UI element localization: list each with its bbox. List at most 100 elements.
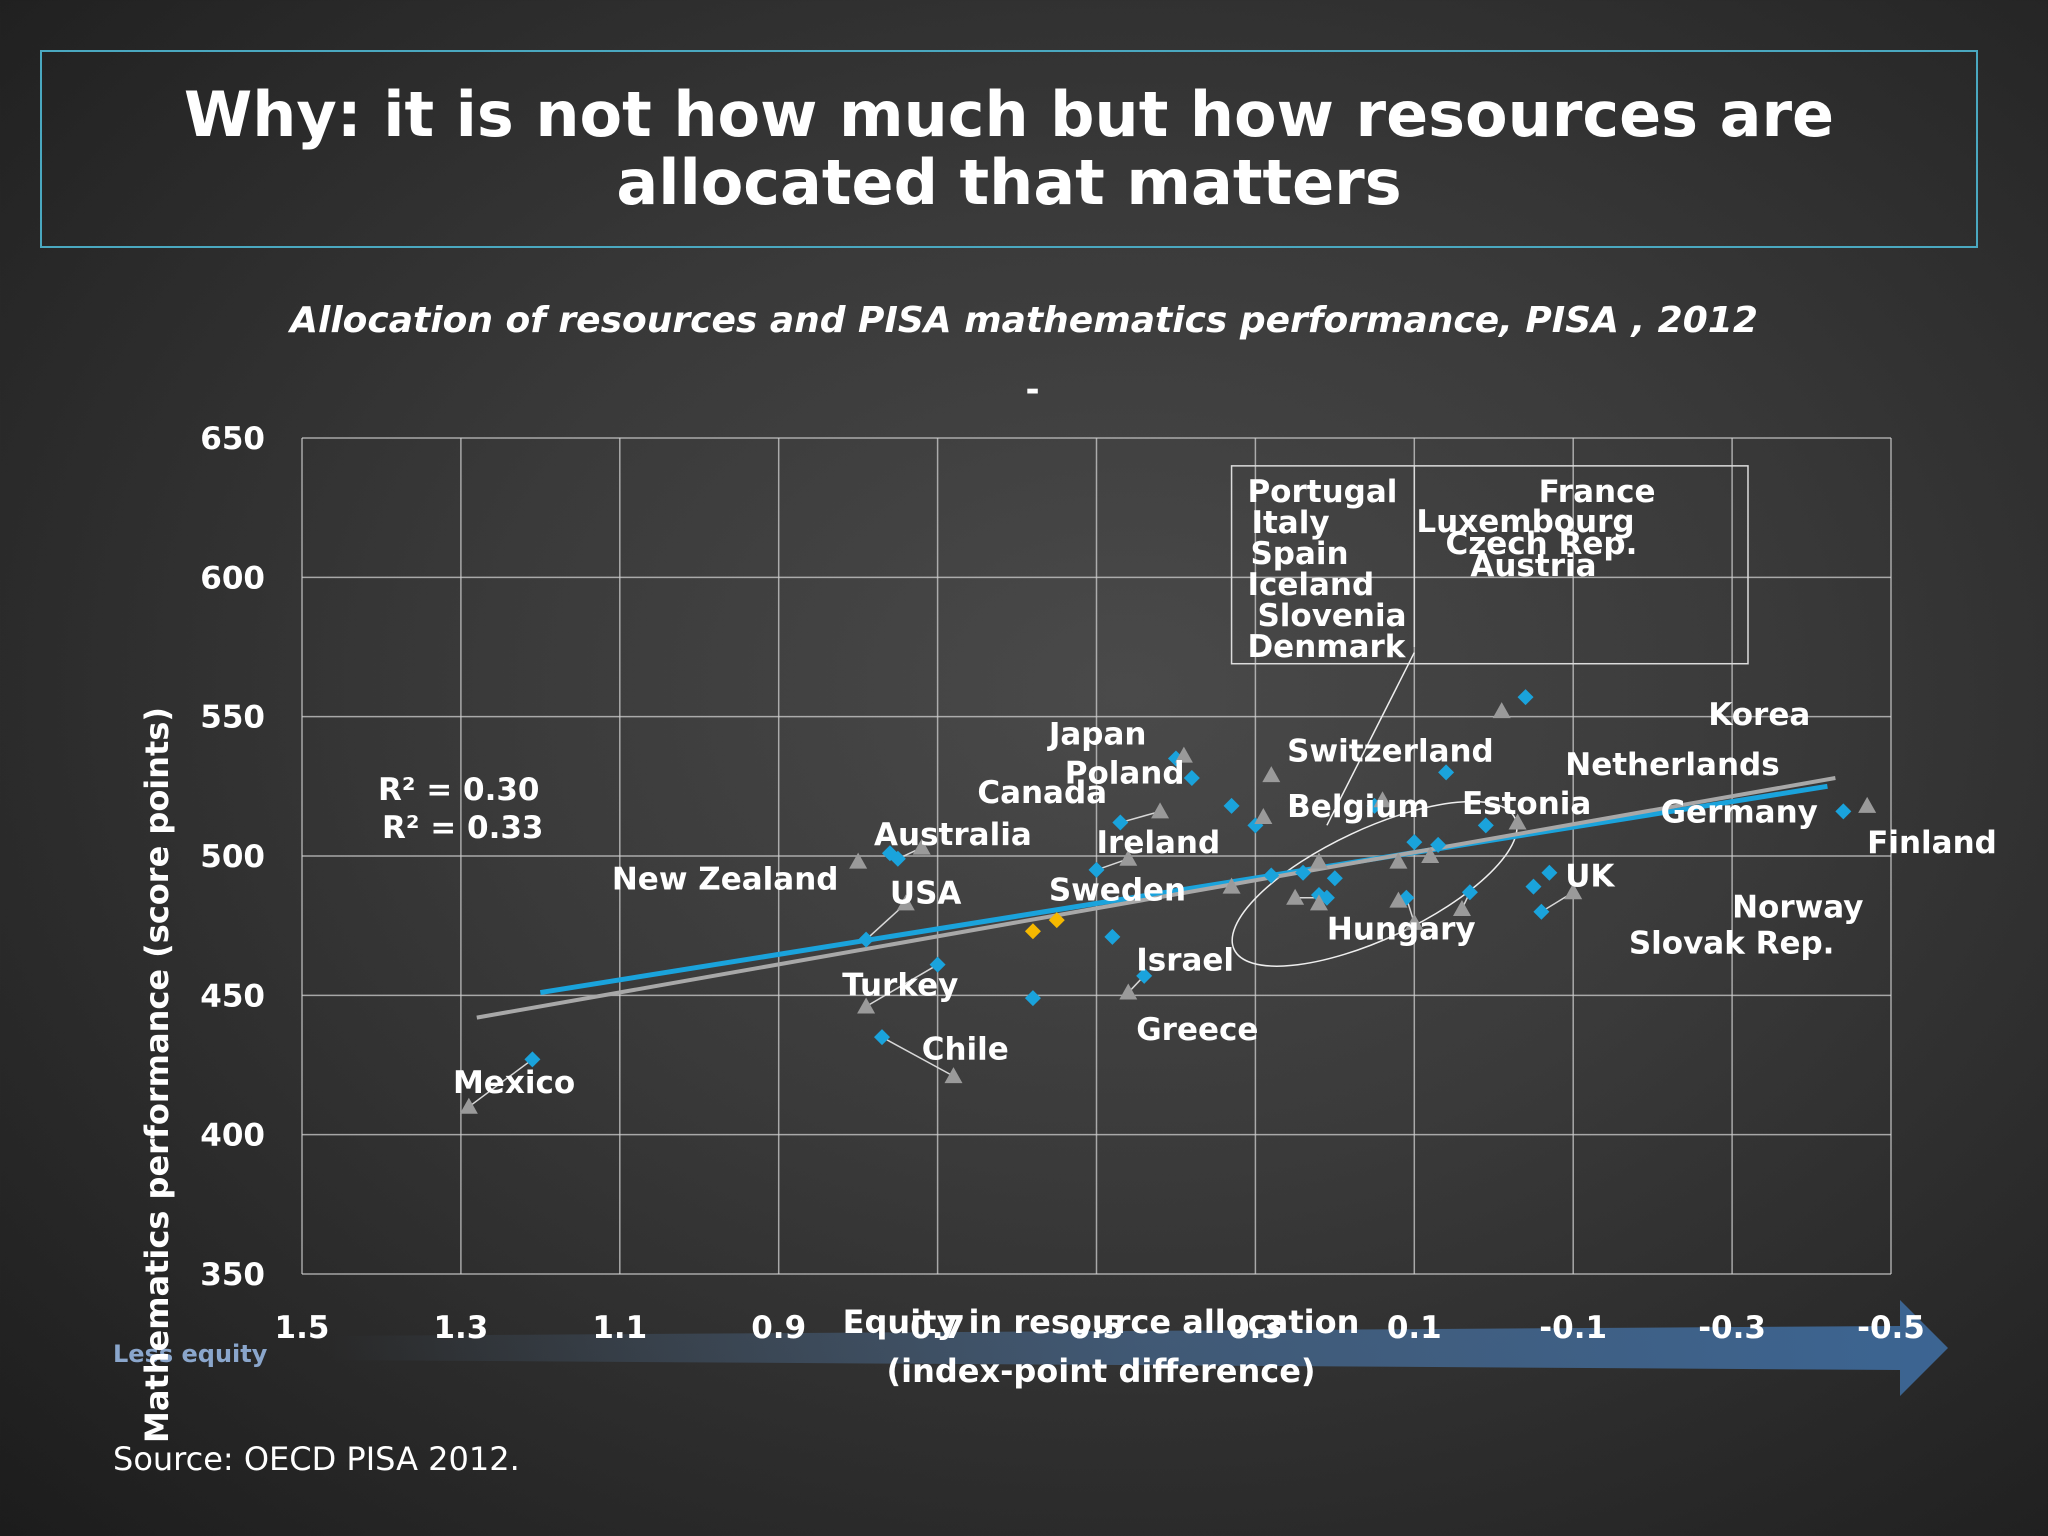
box-country-label: France bbox=[1539, 474, 1656, 510]
country-label: Turkey bbox=[842, 967, 958, 1003]
data-point-triangle bbox=[1151, 802, 1170, 819]
y-tick-label: 550 bbox=[200, 700, 265, 736]
data-point-triangle bbox=[1119, 983, 1138, 1000]
slide-title: Why: it is not how much but how resource… bbox=[183, 78, 1835, 219]
country-label: Switzerland bbox=[1287, 733, 1494, 769]
data-point-diamond bbox=[1024, 990, 1041, 1007]
y-tick-label: 650 bbox=[200, 421, 265, 457]
country-label: Belgium bbox=[1287, 789, 1429, 825]
country-label: Ireland bbox=[1097, 825, 1221, 861]
r2-grey: R² = 0.33 bbox=[382, 810, 544, 846]
y-tick-label: 400 bbox=[200, 1118, 265, 1154]
box-country-label: Spain bbox=[1250, 536, 1348, 572]
data-point-diamond bbox=[858, 931, 875, 948]
chart-subtitle: - bbox=[1025, 370, 1040, 410]
data-point-diamond bbox=[1438, 764, 1455, 781]
data-point-triangle bbox=[1174, 746, 1193, 763]
data-point-triangle bbox=[1492, 702, 1511, 719]
data-point-triangle bbox=[1389, 852, 1408, 869]
x-tick-label: 0.7 bbox=[910, 1310, 965, 1346]
x-tick-label: 1.1 bbox=[592, 1310, 647, 1346]
country-label: Chile bbox=[922, 1031, 1009, 1067]
data-point-triangle bbox=[1564, 883, 1583, 900]
data-point-diamond bbox=[1088, 861, 1105, 878]
data-point-diamond bbox=[1104, 928, 1121, 945]
data-point-triangle bbox=[1222, 877, 1241, 894]
equity-arrow bbox=[330, 1300, 1948, 1396]
y-axis-title: Mathematics performance (score points) bbox=[138, 707, 176, 1443]
data-point-triangle bbox=[1452, 899, 1471, 916]
y-tick-label: 600 bbox=[200, 560, 265, 596]
country-label: Finland bbox=[1867, 825, 1997, 861]
data-point-triangle bbox=[1119, 849, 1138, 866]
country-label: Germany bbox=[1661, 795, 1818, 831]
x-tick-label: 1.5 bbox=[275, 1310, 330, 1346]
x-tick-label: 1.3 bbox=[433, 1310, 488, 1346]
data-point-triangle bbox=[857, 997, 876, 1014]
box-country-label: Portugal bbox=[1247, 474, 1397, 510]
data-point-diamond bbox=[1326, 870, 1343, 887]
x-tick-label: 0.9 bbox=[751, 1310, 806, 1346]
data-point-triangle bbox=[944, 1067, 963, 1084]
x-tick-label: -0.3 bbox=[1698, 1310, 1766, 1346]
y-tick-label: 350 bbox=[200, 1257, 265, 1293]
y-tick-label: 500 bbox=[200, 839, 265, 875]
country-label: UK bbox=[1565, 859, 1615, 895]
data-point-triangle bbox=[1254, 807, 1273, 824]
box-country-label: Italy bbox=[1251, 505, 1329, 541]
data-point-triangle bbox=[1858, 796, 1877, 813]
data-point-triangle bbox=[1421, 847, 1440, 863]
country-label: Israel bbox=[1136, 942, 1234, 978]
x-tick-label: 0.5 bbox=[1069, 1310, 1124, 1346]
data-point-triangle bbox=[1508, 813, 1527, 830]
data-point-diamond bbox=[881, 845, 898, 862]
x-tick-label: -0.1 bbox=[1539, 1310, 1607, 1346]
country-label: Norway bbox=[1732, 889, 1863, 925]
change-connector bbox=[881, 1036, 954, 1077]
box-country-label: Czech Rep. bbox=[1445, 526, 1637, 562]
data-point-diamond bbox=[1517, 689, 1534, 706]
country-label: USA bbox=[890, 875, 962, 911]
data-point-diamond bbox=[929, 956, 946, 973]
data-point-diamond bbox=[1430, 836, 1447, 853]
country-label: Greece bbox=[1136, 1012, 1258, 1048]
data-point-triangle bbox=[1309, 894, 1328, 911]
change-connector bbox=[865, 964, 938, 1008]
data-point-diamond bbox=[1112, 814, 1129, 831]
trendline-grey bbox=[476, 776, 1836, 1020]
data-point-triangle bbox=[912, 838, 931, 855]
chart-title: Allocation of resources and PISA mathema… bbox=[290, 300, 1758, 341]
r2-blue: R² = 0.30 bbox=[378, 772, 540, 808]
data-point-diamond bbox=[1533, 903, 1550, 920]
data-point-triangle bbox=[1286, 888, 1305, 905]
data-point-triangle bbox=[459, 1097, 478, 1114]
data-point-triangle bbox=[1389, 891, 1408, 908]
country-label: Poland bbox=[1065, 756, 1185, 792]
country-label: Estonia bbox=[1462, 786, 1591, 822]
data-point-diamond bbox=[1525, 878, 1542, 895]
country-label: Korea bbox=[1708, 697, 1810, 733]
slide-title-box: Why: it is not how much but how resource… bbox=[40, 50, 1978, 248]
data-point-diamond bbox=[1048, 912, 1065, 929]
data-point-diamond bbox=[1461, 884, 1478, 901]
data-point-diamond bbox=[1136, 967, 1153, 984]
country-label: Sweden bbox=[1049, 873, 1186, 909]
data-point-triangle bbox=[849, 852, 868, 869]
country-label: Netherlands bbox=[1565, 747, 1779, 783]
x-tick-label: -0.5 bbox=[1857, 1310, 1925, 1346]
source-note: Source: OECD PISA 2012. bbox=[113, 1440, 520, 1478]
data-point-triangle bbox=[1373, 791, 1392, 808]
cluster-pointer-line bbox=[1326, 652, 1415, 826]
data-point-triangle bbox=[896, 894, 915, 911]
data-point-diamond bbox=[1477, 817, 1494, 834]
box-country-label: Luxembourg bbox=[1416, 504, 1634, 540]
y-tick-label: 450 bbox=[200, 978, 265, 1014]
data-point-diamond bbox=[1183, 769, 1200, 786]
data-point-triangle bbox=[1309, 852, 1328, 869]
data-point-diamond bbox=[1406, 834, 1423, 851]
country-label: Japan bbox=[1047, 717, 1147, 753]
country-label: Australia bbox=[874, 817, 1032, 853]
data-point-diamond bbox=[1541, 864, 1558, 881]
